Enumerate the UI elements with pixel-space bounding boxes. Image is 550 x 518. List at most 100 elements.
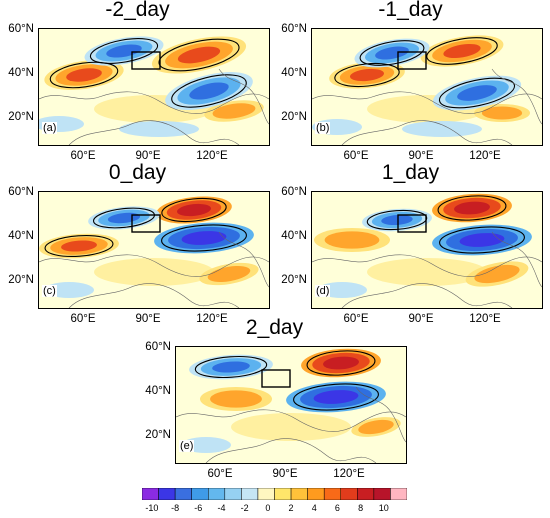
- colorbar-swatch: [158, 488, 176, 500]
- lon-label-90e: 90°E: [408, 150, 434, 162]
- significance-contour: [359, 40, 425, 66]
- lat-label-60n: 60°N: [281, 186, 307, 198]
- panel-letter: (c): [42, 285, 57, 297]
- coastline: [176, 409, 406, 432]
- lat-label-20n: 20°N: [8, 111, 34, 123]
- colorbar-swatch: [274, 488, 292, 500]
- lon-label-120e: 120°E: [196, 150, 228, 162]
- cool-anomaly: [313, 390, 359, 404]
- lat-label-40n: 40°N: [281, 230, 307, 242]
- lon-label-60e: 60°E: [343, 313, 369, 325]
- colorbar-tick-label: 8: [358, 503, 364, 513]
- coastline: [312, 254, 542, 277]
- lon-label-90e: 90°E: [408, 313, 434, 325]
- colorbar-tick-label: -4: [217, 503, 226, 513]
- coastline: [491, 68, 542, 125]
- warm-anomaly: [349, 68, 385, 82]
- lat-label-40n: 40°N: [145, 385, 171, 397]
- colorbar-swatch: [174, 488, 192, 500]
- significance-contour: [89, 38, 159, 64]
- lat-label-40n: 40°N: [8, 230, 34, 242]
- lon-label-90e: 90°E: [272, 468, 298, 480]
- panel-letter: (e): [179, 440, 195, 452]
- warm-anomaly: [443, 43, 481, 59]
- warm-anomaly: [481, 106, 523, 120]
- weak-warm-anomaly: [231, 413, 351, 441]
- warm-anomaly: [61, 240, 97, 252]
- cool-anomaly: [181, 231, 227, 245]
- study-region-box: [131, 214, 161, 233]
- lon-label-120e: 120°E: [469, 313, 501, 325]
- coastline: [491, 231, 542, 288]
- significance-contour: [49, 61, 119, 89]
- warm-anomaly: [177, 46, 221, 64]
- colorbar-tick-label: 10: [378, 503, 389, 513]
- warm-anomaly: [210, 390, 262, 408]
- panel-e: 2_day 60°N 40°N 20°N (e) 60°E 90°E 120°E: [137, 316, 412, 488]
- cool-anomaly: [375, 46, 409, 60]
- coastline: [218, 231, 269, 288]
- lon-label-60e: 60°E: [207, 468, 233, 480]
- lat-label-40n: 40°N: [8, 67, 34, 79]
- coastline: [341, 283, 513, 308]
- anomaly-map: [175, 346, 407, 464]
- panel-letter: (a): [42, 122, 58, 134]
- colorbar-swatch: [241, 488, 259, 500]
- cool-anomaly: [459, 233, 505, 247]
- lat-label-60n: 60°N: [145, 341, 171, 353]
- lon-label-120e: 120°E: [196, 313, 228, 325]
- panel-c: 0_day 60°N 40°N 20°N (c) 60°E 90°E 120°E: [0, 161, 275, 333]
- lat-label-60n: 60°N: [8, 23, 34, 35]
- significance-contour: [171, 74, 247, 108]
- coastline: [312, 91, 542, 114]
- colorbar-swatch: [390, 488, 407, 500]
- study-region-box: [397, 51, 427, 70]
- lon-label-120e: 120°E: [469, 150, 501, 162]
- colorbar-swatch: [224, 488, 242, 500]
- panel-title: -1_day: [378, 0, 443, 21]
- significance-contour: [437, 195, 507, 221]
- cool-anomaly: [402, 121, 482, 137]
- colorbar-swatch: [208, 488, 226, 500]
- cool-anomaly: [189, 82, 229, 100]
- coastline: [355, 386, 406, 443]
- lat-label-60n: 60°N: [281, 23, 307, 35]
- panel-title: -2_day: [105, 0, 170, 21]
- panel-b: -1_day 60°N 40°N 20°N (b) 60°E 90°E 120°…: [273, 0, 548, 170]
- coastline: [39, 254, 269, 277]
- significance-contour: [439, 226, 525, 254]
- panel-letter: (d): [315, 285, 331, 297]
- cool-anomaly: [212, 361, 250, 373]
- anomaly-map: [38, 28, 270, 146]
- warm-anomaly: [474, 264, 520, 284]
- panel-title: 0_day: [108, 161, 167, 184]
- cool-anomaly: [119, 121, 199, 137]
- warm-anomaly: [323, 356, 359, 370]
- coastline: [68, 283, 240, 308]
- lat-label-20n: 20°N: [8, 274, 34, 286]
- warm-anomaly: [324, 231, 380, 249]
- colorbar-swatch: [373, 488, 391, 500]
- lat-label-20n: 20°N: [281, 111, 307, 123]
- significance-contour: [161, 197, 227, 223]
- panel-letter: (b): [315, 122, 331, 134]
- cool-anomaly: [457, 85, 497, 101]
- study-region-box: [131, 51, 161, 70]
- cool-anomaly: [106, 44, 142, 58]
- warm-anomaly: [207, 265, 251, 283]
- lon-label-60e: 60°E: [70, 150, 96, 162]
- colorbar-tick-label: -2: [240, 503, 249, 513]
- panel-a: -2_day 60°N 40°N 20°N (a) 60°E 90°E 120°…: [0, 0, 275, 170]
- lon-label-90e: 90°E: [135, 150, 161, 162]
- colorbar-swatch: [323, 488, 341, 500]
- coastline: [205, 438, 377, 463]
- colorbar-tick-label: 6: [334, 503, 340, 513]
- significance-contour: [426, 37, 498, 65]
- significance-contour: [438, 77, 516, 109]
- colorbar-tick-label: 0: [265, 503, 271, 513]
- colorbar-tick-label: -6: [194, 503, 203, 513]
- significance-contour: [306, 350, 376, 376]
- lon-label-90e: 90°E: [135, 313, 161, 325]
- coastline: [39, 91, 269, 114]
- lat-label-20n: 20°N: [281, 274, 307, 286]
